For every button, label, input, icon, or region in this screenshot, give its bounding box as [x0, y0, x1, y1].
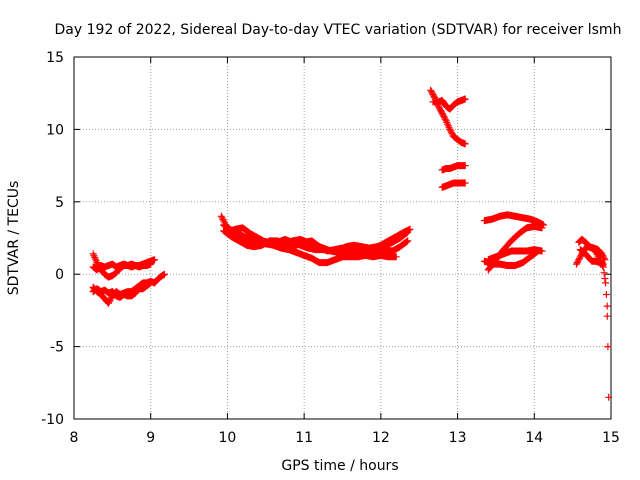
data-points-layer — [89, 86, 613, 401]
x-tick-label: 12 — [372, 430, 390, 446]
y-tick-label: 5 — [55, 195, 64, 211]
y-tick-label: -10 — [41, 412, 64, 428]
x-tick-label: 14 — [525, 430, 543, 446]
plot-frame — [73, 56, 612, 420]
tick-layer: 8 9 10 11 12 13 14 15 -10 -5 0 5 10 15 — [41, 50, 620, 446]
data-points-segment-1 — [89, 250, 168, 307]
y-tick-label: 10 — [46, 122, 64, 138]
y-tick-label: -5 — [50, 340, 64, 356]
x-axis-label: GPS time / hours — [281, 458, 398, 474]
chart-title: Day 192 of 2022, Sidereal Day-to-day VTE… — [55, 22, 622, 38]
y-tick-label: 0 — [55, 267, 64, 283]
x-tick-label: 9 — [146, 430, 155, 446]
x-tick-label: 10 — [219, 430, 237, 446]
y-axis-label: SDTVAR / TECUs — [6, 181, 22, 296]
x-tick-label: 8 — [70, 430, 79, 446]
data-points-segment-5 — [573, 235, 613, 401]
y-tick-label: 15 — [46, 50, 64, 66]
data-points-segment-3 — [427, 86, 469, 191]
x-tick-label: 11 — [295, 430, 313, 446]
data-points-segment-4 — [480, 211, 547, 274]
x-tick-label: 15 — [602, 430, 620, 446]
grid-layer — [74, 57, 611, 419]
data-points-segment-2 — [217, 212, 414, 267]
x-tick-label: 13 — [449, 430, 467, 446]
